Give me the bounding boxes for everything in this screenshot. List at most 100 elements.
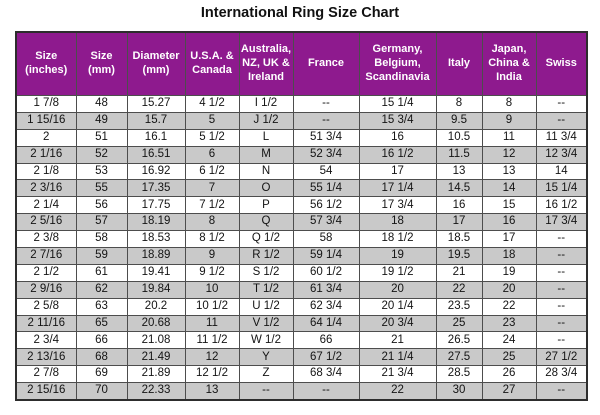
table-cell: 25 xyxy=(481,348,537,367)
table-cell: 27.5 xyxy=(435,348,483,367)
column-header: Germany, Belgium, Scandinavia xyxy=(358,31,437,96)
table-body: 1 7/8 48 15.27 4 1/2 I 1/2 -- 15 1/4 8 8 -- 1 15/1… xyxy=(15,95,588,401)
table-cell: 26.5 xyxy=(435,331,483,350)
table-cell: -- xyxy=(292,382,360,401)
table-cell: 66 xyxy=(292,331,360,350)
table-cell: 51 3/4 xyxy=(292,128,360,147)
table-cell: 7 xyxy=(184,179,240,198)
table-cell: 7 1/2 xyxy=(184,196,240,215)
table-cell: 17 xyxy=(481,230,537,249)
table-cell: 55 1/4 xyxy=(292,179,360,198)
table-cell: 20.2 xyxy=(126,297,186,316)
table-cell: 2 xyxy=(15,128,77,147)
table-cell: 22 xyxy=(358,382,437,401)
table-cell: 19.84 xyxy=(126,280,186,299)
table-cell: 63 xyxy=(75,297,128,316)
table-cell: 59 1/4 xyxy=(292,247,360,265)
table-cell: 54 xyxy=(292,162,360,181)
table-cell: 16 xyxy=(358,128,437,147)
table-cell: Y xyxy=(238,348,294,367)
table-cell: 18.19 xyxy=(126,213,186,232)
table-cell: 2 3/8 xyxy=(15,230,77,249)
table-cell: 8 xyxy=(184,213,240,232)
table-row: 2 1/8 53 16.92 6 1/2 N 54 17 13 13 14 xyxy=(15,162,588,181)
table-row: 2 3/16 55 17.35 7 O 55 1/4 17 1/4 14.5 14 15 1/4 xyxy=(15,179,588,198)
table-cell: 6 1/2 xyxy=(184,162,240,181)
table-cell: 2 1/8 xyxy=(15,162,77,181)
table-cell: 9 xyxy=(184,247,240,265)
table-row: 2 5/16 57 18.19 8 Q 57 3/4 18 17 16 17 3/4 xyxy=(15,213,588,232)
table-cell: T 1/2 xyxy=(238,280,294,299)
table-cell: 70 xyxy=(75,382,128,401)
table-cell: L xyxy=(238,128,294,147)
table-cell: 12 xyxy=(184,348,240,367)
table-row: 2 7/8 69 21.89 12 1/2 Z 68 3/4 21 3/4 28.5 26 28 … xyxy=(15,365,588,384)
table-cell: 66 xyxy=(75,331,128,350)
table-cell: 16 1/2 xyxy=(358,145,437,164)
table-cell: Q 1/2 xyxy=(238,230,294,249)
table-cell: 18 xyxy=(481,247,537,265)
table-cell: J 1/2 xyxy=(238,111,294,130)
table-cell: 12 xyxy=(481,145,537,164)
column-header: France xyxy=(292,31,360,96)
table-cell: 15.27 xyxy=(126,95,186,113)
table-cell: 23 xyxy=(481,314,537,333)
table-cell: 61 3/4 xyxy=(292,280,360,299)
table-cell: -- xyxy=(535,280,588,299)
table-cell: 16 xyxy=(481,213,537,232)
table-cell: 10 1/2 xyxy=(184,297,240,316)
table-cell: 51 xyxy=(75,128,128,147)
table-cell: 16.1 xyxy=(126,128,186,147)
table-cell: 21 xyxy=(435,263,483,282)
table-cell: 20.68 xyxy=(126,314,186,333)
table-cell: -- xyxy=(535,297,588,316)
table-cell: 19.41 xyxy=(126,263,186,282)
table-cell: 2 11/16 xyxy=(15,314,77,333)
table-cell: 64 1/4 xyxy=(292,314,360,333)
table-cell: Z xyxy=(238,365,294,384)
table-cell: 14 xyxy=(481,179,537,198)
table-row: 2 11/16 65 20.68 11 V 1/2 64 1/4 20 3/4 25 23 -- xyxy=(15,314,588,333)
table-cell: -- xyxy=(535,263,588,282)
table-cell: -- xyxy=(535,314,588,333)
table-cell: 21 3/4 xyxy=(358,365,437,384)
column-header: Size (inches) xyxy=(15,31,77,96)
table-cell: -- xyxy=(535,382,588,401)
table-cell: -- xyxy=(535,95,588,113)
table-cell: 19.5 xyxy=(435,247,483,265)
table-cell: 14 xyxy=(535,162,588,181)
table-cell: 18 xyxy=(358,213,437,232)
table-cell: 12 1/2 xyxy=(184,365,240,384)
table-cell: 17 3/4 xyxy=(535,213,588,232)
table-cell: 16 1/2 xyxy=(535,196,588,215)
table-row: 2 1/4 56 17.75 7 1/2 P 56 1/2 17 3/4 16 15 16 1/2 xyxy=(15,196,588,215)
table-cell: 5 xyxy=(184,111,240,130)
table-cell: 61 xyxy=(75,263,128,282)
table-cell: 60 1/2 xyxy=(292,263,360,282)
table-cell: 53 xyxy=(75,162,128,181)
table-cell: 21 xyxy=(358,331,437,350)
table-cell: 17 xyxy=(435,213,483,232)
table-cell: 23.5 xyxy=(435,297,483,316)
table-cell: 8 1/2 xyxy=(184,230,240,249)
table-cell: 57 xyxy=(75,213,128,232)
table-cell: 55 xyxy=(75,179,128,198)
table-cell: U 1/2 xyxy=(238,297,294,316)
table-row: 2 5/8 63 20.2 10 1/2 U 1/2 62 3/4 20 1/4 23.5 22… xyxy=(15,297,588,316)
table-cell: 17 3/4 xyxy=(358,196,437,215)
table-cell: 2 1/4 xyxy=(15,196,77,215)
table-row: 2 7/16 59 18.89 9 R 1/2 59 1/4 19 19.5 18 -- xyxy=(15,247,588,265)
table-cell: 15.7 xyxy=(126,111,186,130)
table-cell: 27 xyxy=(481,382,537,401)
table-cell: 22.33 xyxy=(126,382,186,401)
table-cell: 21.89 xyxy=(126,365,186,384)
table-cell: 20 xyxy=(481,280,537,299)
table-cell: 2 5/8 xyxy=(15,297,77,316)
table-cell: 18.89 xyxy=(126,247,186,265)
table-cell: I 1/2 xyxy=(238,95,294,113)
table-cell: 56 1/2 xyxy=(292,196,360,215)
table-cell: -- xyxy=(292,95,360,113)
table-cell: V 1/2 xyxy=(238,314,294,333)
table-cell: 27 1/2 xyxy=(535,348,588,367)
table-cell: 15 1/4 xyxy=(358,95,437,113)
